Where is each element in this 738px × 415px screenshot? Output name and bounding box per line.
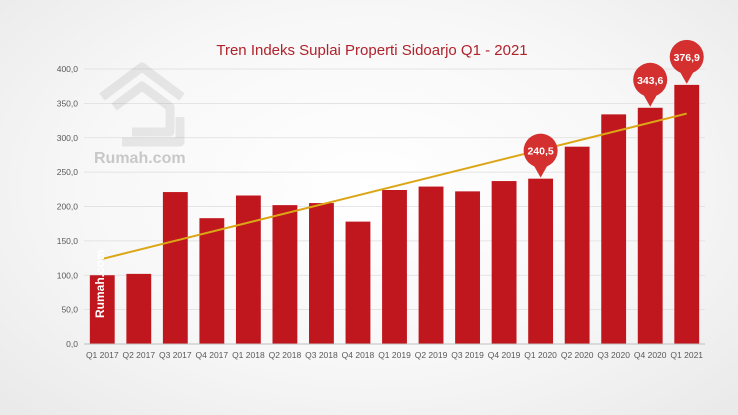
- y-tick-label: 150,0: [57, 236, 79, 246]
- bar: [309, 203, 334, 344]
- bar: [674, 84, 700, 344]
- x-tick-label: Q1 2020: [524, 350, 557, 360]
- x-tick-label: Q3 2017: [159, 350, 192, 360]
- bar: [637, 107, 663, 345]
- y-tick-label: 50,0: [61, 305, 78, 315]
- bars: [89, 84, 700, 345]
- x-tick-label: Q2 2018: [269, 350, 302, 360]
- bar: [455, 191, 480, 344]
- x-tick-label: Q4 2017: [196, 350, 229, 360]
- x-tick-label: Q3 2019: [451, 350, 484, 360]
- x-tick-label: Q3 2018: [305, 350, 338, 360]
- bar: [235, 195, 261, 344]
- x-tick-label: Q1 2017: [86, 350, 119, 360]
- watermark: Rumah.com: [94, 62, 186, 167]
- bar: [564, 146, 590, 344]
- x-tick-label: Q2 2017: [122, 350, 155, 360]
- y-tick-label: 300,0: [57, 133, 79, 143]
- callout-bubble: [523, 133, 558, 168]
- bar: [162, 192, 188, 344]
- y-tick-label: 200,0: [57, 202, 79, 212]
- y-tick-label: 250,0: [57, 167, 79, 177]
- callout-pin: 376,9: [669, 39, 704, 84]
- x-tick-label: Q4 2019: [488, 350, 521, 360]
- bar: [528, 178, 554, 344]
- bar: [601, 114, 627, 344]
- y-tick-label: 100,0: [57, 270, 79, 280]
- chart-title: Tren Indeks Suplai Properti Sidoarjo Q1 …: [216, 42, 527, 59]
- x-tick-label: Q4 2020: [634, 350, 667, 360]
- bar: [345, 221, 371, 344]
- callout-label: 240,5: [527, 146, 553, 158]
- callout-pin: 240,5: [523, 133, 558, 178]
- x-tick-label: Q2 2019: [415, 350, 448, 360]
- watermark-vertical: Rumah.com: [93, 249, 107, 318]
- rumah-logo-icon: [99, 62, 185, 147]
- y-tick-label: 350,0: [57, 98, 79, 108]
- callout-bubble: [669, 39, 704, 74]
- trendline-line: [102, 112, 687, 260]
- axes: 0,0 50,0 100,0 150,0 200,0 250,0 300,0 350,0 400…: [57, 64, 705, 360]
- trendline: [102, 112, 687, 260]
- bar: [89, 275, 115, 344]
- bar: [199, 218, 225, 344]
- x-tick-label: Q3 2020: [597, 350, 630, 360]
- bar: [272, 205, 298, 344]
- callouts: 240,5 343,6 376,9: [523, 39, 704, 178]
- bar: [418, 186, 444, 344]
- y-tick-label: 400,0: [57, 64, 79, 74]
- callout-pin: 343,6: [633, 62, 668, 107]
- watermark-brand: Rumah.com: [94, 150, 186, 167]
- x-tick-label: Q1 2019: [378, 350, 411, 360]
- y-tick-label: 0,0: [66, 339, 78, 349]
- x-tick-label: Q1 2021: [670, 350, 703, 360]
- callout-bubble: [633, 62, 668, 97]
- bar: [382, 190, 407, 344]
- x-tick-label: Q1 2018: [232, 350, 265, 360]
- callout-label: 376,9: [674, 52, 700, 64]
- callout-label: 343,6: [637, 75, 663, 87]
- bar: [126, 273, 152, 344]
- bar: [491, 181, 517, 344]
- x-tick-label: Q2 2020: [561, 350, 594, 360]
- x-tick-label: Q4 2018: [342, 350, 375, 360]
